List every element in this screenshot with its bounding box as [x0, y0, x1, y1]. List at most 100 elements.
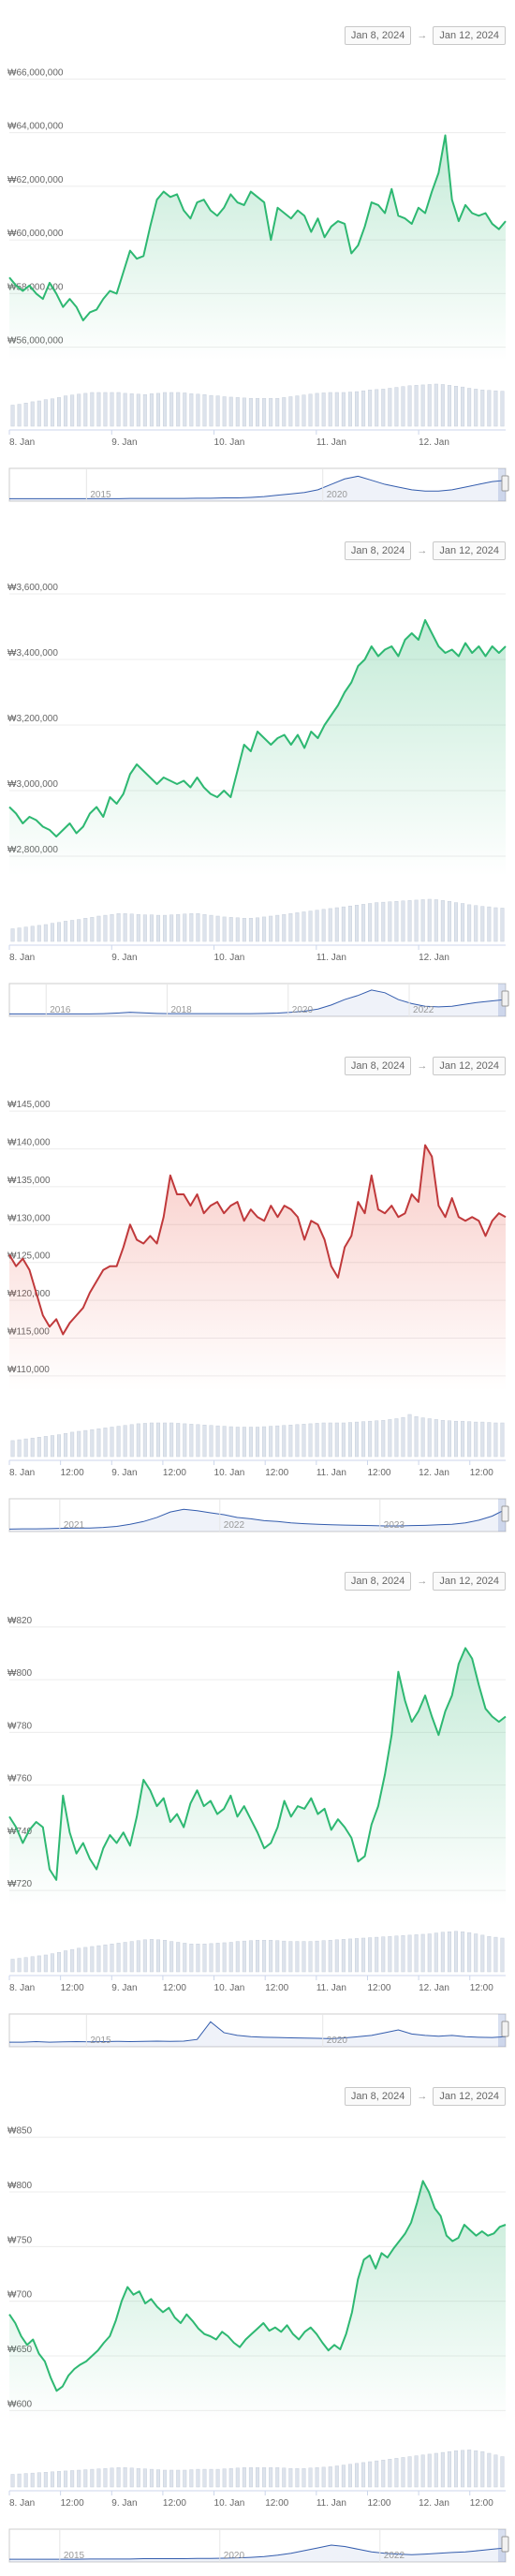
- range-from-input[interactable]: Jan 8, 2024: [344, 1572, 412, 1591]
- range-from-input[interactable]: Jan 8, 2024: [344, 26, 412, 45]
- volume-bar: [467, 1932, 472, 1973]
- x-tick-label: 12:00: [163, 2498, 186, 2509]
- volume-bar: [474, 905, 478, 942]
- volume-bar: [77, 393, 81, 427]
- volume-bar: [434, 2452, 438, 2488]
- volume-bar: [361, 1937, 366, 1973]
- price-line[interactable]: [8, 1647, 507, 1881]
- chart-panel-3: ₩145,000 ₩140,000 ₩135,000 ₩130,000 ₩125,000…: [0, 1030, 515, 1546]
- navigator-year-label: 2023: [384, 1520, 405, 1531]
- volume-bar: [136, 2467, 140, 2488]
- navigator-handle[interactable]: [501, 475, 509, 492]
- navigator-handle[interactable]: [501, 2021, 509, 2037]
- volume-bar: [136, 1940, 140, 1973]
- volume-bar: [282, 2467, 287, 2488]
- volume-bar: [30, 1437, 35, 1458]
- volume-bar: [176, 392, 181, 427]
- range-from-input[interactable]: Jan 8, 2024: [344, 2087, 412, 2106]
- volume-bar: [129, 1424, 134, 1458]
- volume-bar: [43, 1436, 48, 1458]
- y-tick-label: ₩850: [7, 2126, 33, 2137]
- volume-bar: [447, 1932, 451, 1973]
- navigator-handle[interactable]: [501, 2536, 509, 2553]
- date-range: Jan 8, 2024 → Jan 12, 2024: [344, 541, 506, 560]
- volume-bar: [361, 1421, 366, 1458]
- volume-bar: [215, 1425, 220, 1458]
- volume-bar: [361, 390, 366, 427]
- volume-bar: [262, 398, 267, 427]
- navigator[interactable]: 2016 2018 2020 2022: [8, 983, 509, 1017]
- volume-bar: [215, 915, 220, 942]
- volume-bar: [295, 2467, 300, 2488]
- volume-bar: [90, 1946, 95, 1973]
- volume-bar: [407, 1934, 412, 1973]
- volume-bar: [275, 398, 280, 427]
- y-tick-label: ₩58,000,000: [7, 282, 64, 292]
- volume-bar: [500, 908, 505, 942]
- volume-bar: [368, 903, 373, 942]
- navigator[interactable]: 2021 2022 2023: [8, 1498, 509, 1532]
- volume-bar: [103, 1428, 108, 1458]
- volume-bar: [334, 2465, 339, 2488]
- navigator-series: [9, 475, 507, 499]
- x-tick-label: 10. Jan: [214, 1468, 245, 1478]
- volume-bar: [56, 397, 62, 427]
- price-area-fill: [9, 1648, 506, 1906]
- volume-bar: [228, 917, 233, 942]
- x-tick-label: 12:00: [61, 1468, 84, 1478]
- price-line[interactable]: [8, 2180, 507, 2392]
- navigator-year-label: 2022: [413, 1005, 434, 1015]
- volume-bar: [407, 2456, 412, 2488]
- volume-bar: [64, 921, 68, 942]
- x-tick-label: 12:00: [61, 1983, 84, 1993]
- volume-bar: [414, 899, 419, 942]
- y-tick-label: ₩800: [7, 2181, 33, 2191]
- volume-bar: [321, 392, 326, 427]
- volume-bar: [401, 1935, 405, 1973]
- range-from-input[interactable]: Jan 8, 2024: [344, 1057, 412, 1075]
- volume-bar: [321, 1422, 326, 1458]
- volume-bar: [321, 2466, 326, 2488]
- navigator-handle[interactable]: [501, 990, 509, 1007]
- volume-bar: [315, 392, 319, 427]
- volume-bar: [480, 2450, 485, 2488]
- volume-bar: [328, 2466, 332, 2488]
- volume-bar: [347, 905, 352, 942]
- range-to-input[interactable]: Jan 12, 2024: [433, 2087, 506, 2106]
- x-tick-label: 8. Jan: [9, 1983, 35, 1993]
- y-tick-label: ₩760: [7, 1774, 33, 1784]
- price-line[interactable]: [8, 1144, 507, 1336]
- volume-bar: [288, 1941, 293, 1973]
- range-to-input[interactable]: Jan 12, 2024: [433, 1572, 506, 1591]
- volume-bar: [83, 918, 88, 942]
- range-from-input[interactable]: Jan 8, 2024: [344, 541, 412, 560]
- navigator-handle[interactable]: [501, 1505, 509, 1522]
- navigator[interactable]: 2015 2020: [8, 2013, 509, 2048]
- volume-bar: [155, 914, 161, 942]
- volume-bar: [196, 913, 200, 942]
- navigator[interactable]: 2015 2020 2022: [8, 2528, 509, 2563]
- range-to-input[interactable]: Jan 12, 2024: [433, 26, 506, 45]
- volume-bar: [255, 917, 260, 942]
- volume-bar: [189, 393, 194, 427]
- price-line[interactable]: [8, 134, 507, 322]
- volume-bar: [77, 1430, 81, 1458]
- price-line[interactable]: [8, 619, 507, 837]
- navigator[interactable]: 2015 2020: [8, 467, 509, 502]
- volume-bar: [341, 1422, 346, 1458]
- volume-bar: [347, 1422, 352, 1458]
- range-to-input[interactable]: Jan 12, 2024: [433, 541, 506, 560]
- price-area-fill: [9, 1145, 506, 1391]
- volume-bar: [209, 1943, 213, 1973]
- volume-bar: [262, 2467, 267, 2488]
- volume-bar: [116, 1943, 121, 1973]
- volume-bar: [116, 392, 121, 427]
- navigator-year-label: 2020: [327, 2036, 348, 2046]
- volume-bar: [163, 1422, 168, 1458]
- range-to-input[interactable]: Jan 12, 2024: [433, 1057, 506, 1075]
- volume-bar: [56, 922, 62, 942]
- y-tick-label: ₩3,000,000: [7, 779, 58, 790]
- volume-bar: [202, 2468, 207, 2488]
- navigator-frame: [8, 983, 507, 1017]
- volume-bar: [315, 2467, 319, 2488]
